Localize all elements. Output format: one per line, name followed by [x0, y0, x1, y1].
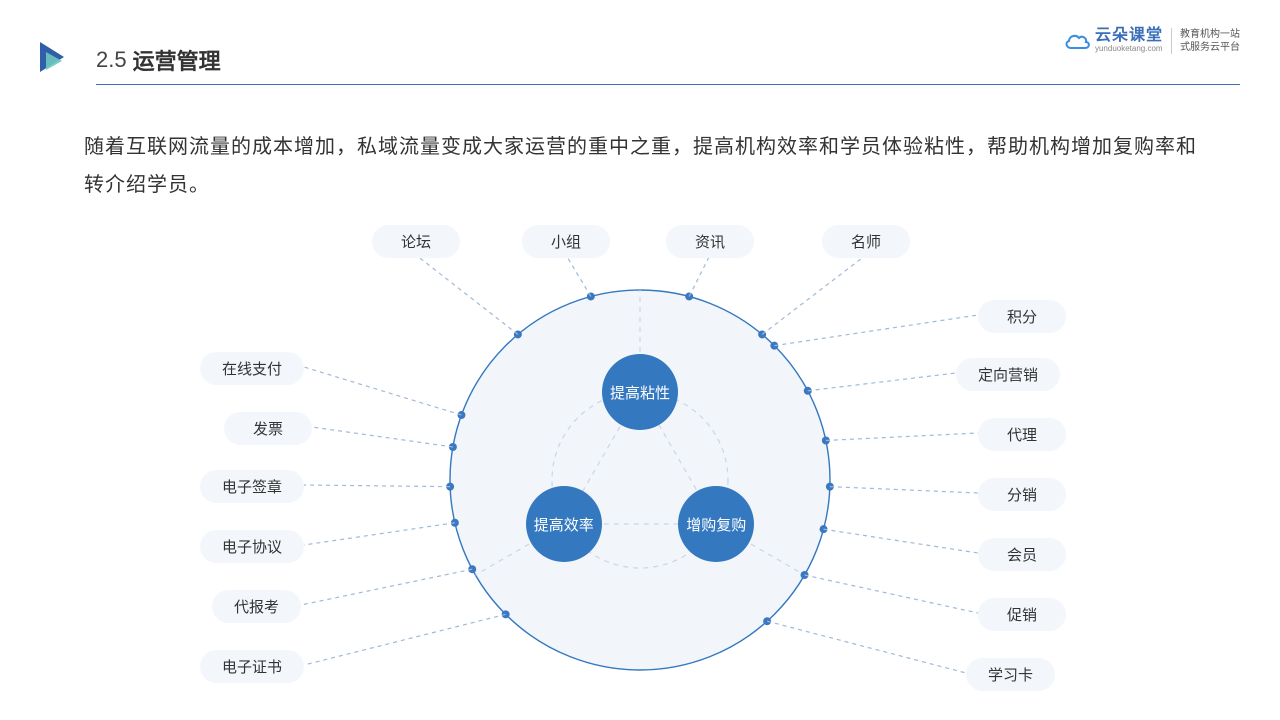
pill-代理: 代理	[978, 418, 1066, 451]
section-title: 运营管理	[133, 44, 221, 76]
pill-会员: 会员	[978, 538, 1066, 571]
pill-积分: 积分	[978, 300, 1066, 333]
center-node-stickiness: 提高粘性	[602, 354, 678, 430]
pill-定向营销: 定向营销	[956, 358, 1060, 391]
play-icon	[38, 40, 72, 79]
center-node-efficiency: 提高效率	[526, 486, 602, 562]
slide-description: 随着互联网流量的成本增加，私域流量变成大家运营的重中之重，提高机构效率和学员体验…	[84, 128, 1200, 204]
pill-名师: 名师	[822, 225, 910, 258]
pill-发票: 发票	[224, 412, 312, 445]
center-node-repurchase: 增购复购	[678, 486, 754, 562]
pill-促销: 促销	[978, 598, 1066, 631]
pill-学习卡: 学习卡	[966, 658, 1055, 691]
pill-电子签章: 电子签章	[200, 470, 304, 503]
section-header: 2.5 运营管理	[38, 40, 1240, 79]
section-number: 2.5	[96, 47, 127, 73]
title-underline	[96, 84, 1240, 85]
diagram-svg	[0, 200, 1280, 720]
pill-分销: 分销	[978, 478, 1066, 511]
pill-论坛: 论坛	[372, 225, 460, 258]
pill-代报考: 代报考	[212, 590, 301, 623]
pill-在线支付: 在线支付	[200, 352, 304, 385]
pill-电子证书: 电子证书	[200, 650, 304, 683]
pill-资讯: 资讯	[666, 225, 754, 258]
pill-小组: 小组	[522, 225, 610, 258]
pill-电子协议: 电子协议	[200, 530, 304, 563]
operations-diagram: 论坛 小组 资讯 名师在线支付发票电子签章电子协议代报考电子证书 积分定向营销代理分销会…	[0, 200, 1280, 720]
